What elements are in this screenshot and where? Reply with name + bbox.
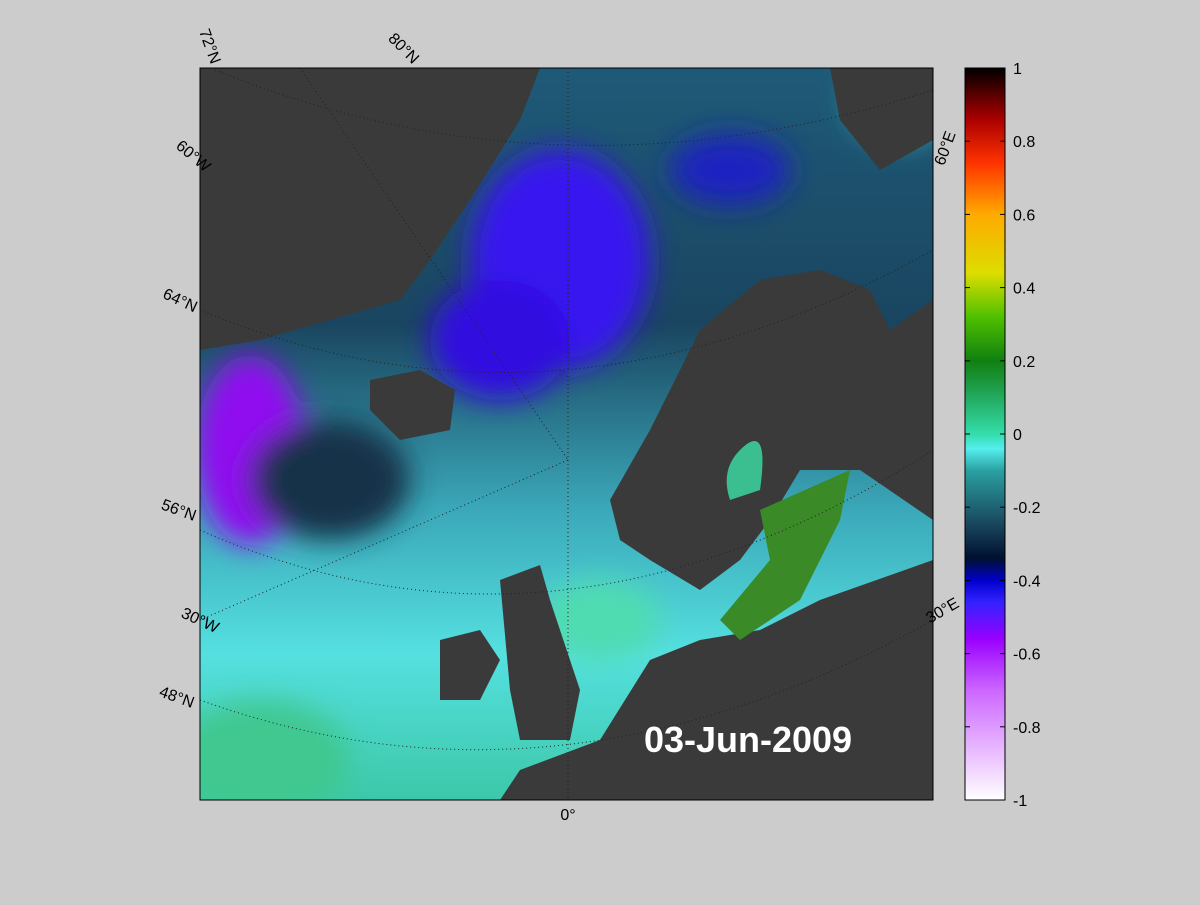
- baltic-sea: [720, 470, 850, 640]
- colorbar-tick-label: -0.4: [1013, 573, 1041, 590]
- colorbar-tick-label: -0.8: [1013, 720, 1041, 737]
- anomaly-field: [200, 68, 933, 800]
- colorbar-tick-label: 0: [1013, 427, 1022, 444]
- colorbar-tick-label: 0.2: [1013, 354, 1035, 371]
- graticule: [200, 68, 933, 800]
- gulf-of-bothnia: [726, 441, 763, 500]
- colorbar-tick-label: -0.2: [1013, 500, 1041, 517]
- graticule-label: 48°N: [157, 684, 196, 712]
- graticule-label: 64°N: [160, 286, 200, 317]
- colorbar-tick-label: 0.4: [1013, 281, 1035, 298]
- colorbar-tick-label: -0.6: [1013, 647, 1041, 664]
- graticule-label: 72°N: [195, 27, 223, 66]
- graticule-label: 60°E: [932, 129, 960, 168]
- graticule-label: 0°: [560, 807, 575, 824]
- colorbar-tick-label: -1: [1013, 793, 1027, 810]
- land: [200, 68, 933, 800]
- colorbar-tick-label: 0.6: [1013, 207, 1035, 224]
- colorbar-tick-label: 0.8: [1013, 134, 1035, 151]
- graticule-label: 80°N: [385, 30, 422, 67]
- colorbar-ticks: -1 -0.8 -0.6 -0.4 -0.2 0 0.2 0.4 0.6 0.8 1: [965, 61, 1041, 810]
- date-label: 03-Jun-2009: [644, 719, 852, 760]
- colorbar: [964, 67, 1006, 801]
- map: [200, 68, 933, 800]
- colorbar-tick-label: 1: [1013, 61, 1022, 78]
- graticule-label: 56°N: [159, 497, 198, 525]
- map-frame: [199, 67, 934, 801]
